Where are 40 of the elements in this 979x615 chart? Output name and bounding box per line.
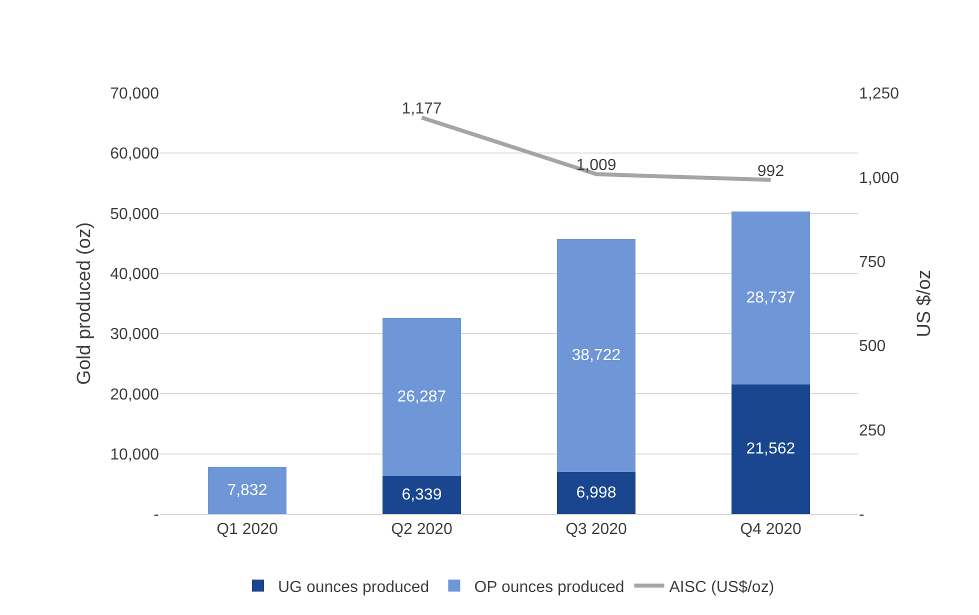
bar	[556, 472, 636, 514]
bar	[382, 476, 462, 514]
y-tick-label: 70,000	[110, 86, 160, 103]
y-axis-title: Gold produced (oz)	[74, 222, 95, 385]
data-label: 6,339	[402, 486, 442, 504]
legend-label: UG ounces produced	[278, 578, 430, 596]
y-tick-label: 40,000	[110, 266, 160, 284]
bar	[556, 239, 636, 472]
data-label: 6,998	[576, 484, 616, 502]
x-tick-label: Q3 2020	[566, 521, 628, 538]
data-label: 1,009	[576, 157, 616, 174]
y-tick-label: 50,000	[110, 206, 160, 223]
data-label: 38,722	[572, 346, 621, 364]
y-tick-label: 10,000	[110, 446, 160, 464]
y2-tick-label: 1,250	[859, 86, 900, 103]
y-tick-label: -	[154, 506, 159, 524]
data-label: 992	[757, 162, 784, 180]
data-label: 7,832	[227, 482, 268, 499]
x-tick-label: Q1 2020	[216, 521, 278, 538]
y-tick-label: 30,000	[110, 326, 160, 344]
y-tick-label: 20,000	[110, 386, 160, 404]
y2-tick-label: 250	[859, 422, 886, 440]
data-label: 21,562	[746, 440, 796, 458]
legend-label: OP ounces produced	[474, 578, 624, 596]
y2-axis-title: US $/oz	[914, 270, 935, 338]
x-tick-label: Q4 2020	[740, 521, 802, 538]
legend-label: AISC (US$/oz)	[669, 578, 774, 596]
bar	[731, 384, 810, 514]
y2-tick-label: -	[859, 506, 864, 524]
bar	[208, 466, 287, 514]
y2-tick-label: 500	[859, 338, 886, 356]
x-tick-label: Q2 2020	[391, 521, 453, 538]
y2-tick-label: 1,000	[859, 170, 900, 187]
bar	[382, 318, 462, 476]
y-tick-label: 60,000	[110, 146, 160, 163]
y2-tick-label: 750	[859, 254, 886, 271]
data-label: 1,177	[402, 100, 442, 118]
bar	[731, 211, 810, 384]
data-label: 28,737	[746, 289, 796, 306]
data-label: 26,287	[397, 388, 446, 406]
